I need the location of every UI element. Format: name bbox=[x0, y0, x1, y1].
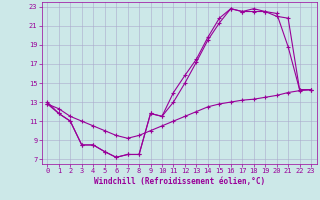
X-axis label: Windchill (Refroidissement éolien,°C): Windchill (Refroidissement éolien,°C) bbox=[94, 177, 265, 186]
